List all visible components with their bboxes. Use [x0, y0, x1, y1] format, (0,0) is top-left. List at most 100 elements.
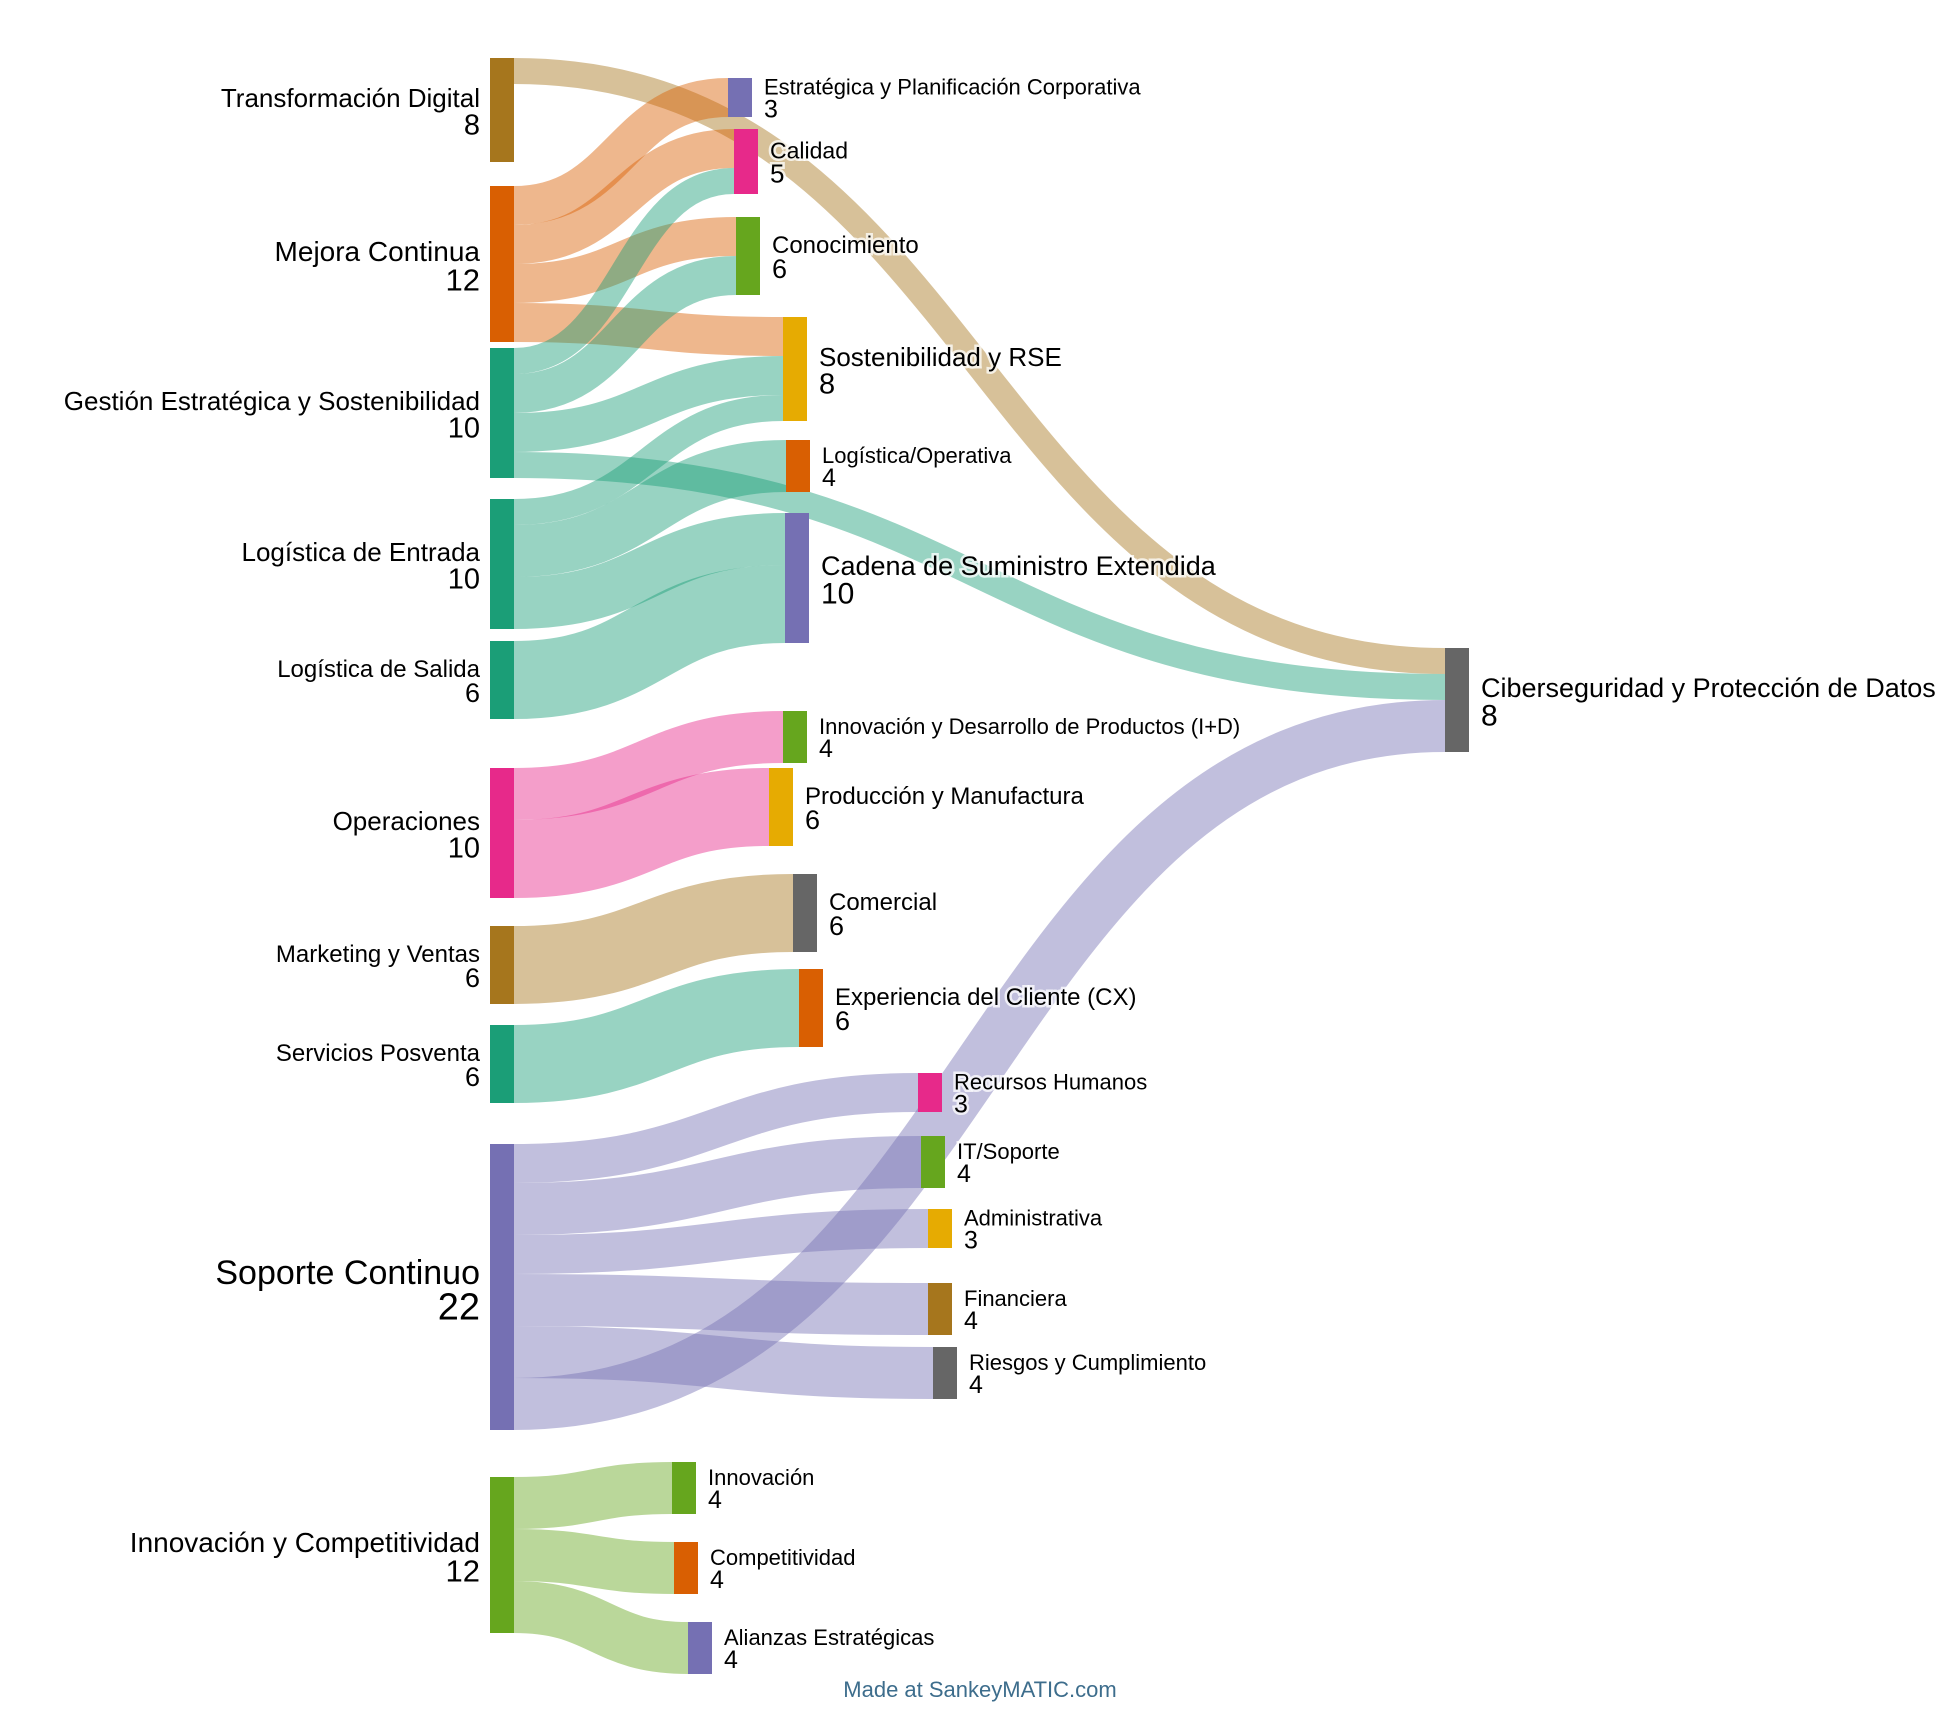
node-label-td: Transformación Digital: [221, 83, 480, 113]
node-epc[interactable]: [728, 78, 752, 117]
node-value-ls: 6: [465, 678, 480, 708]
node-value-pm: 6: [805, 805, 820, 835]
node-its[interactable]: [921, 1136, 945, 1188]
node-ic[interactable]: [490, 1477, 514, 1633]
node-value-sc: 22: [438, 1287, 480, 1329]
node-value-td: 8: [464, 109, 480, 141]
flow-sc-fin[interactable]: [513, 1274, 929, 1335]
node-value-le: 10: [448, 563, 480, 595]
flow-sc-ryc[interactable]: [513, 1326, 934, 1399]
flow-td-cib[interactable]: [513, 58, 1446, 674]
node-value-ic: 12: [446, 1553, 480, 1588]
node-value-its: 4: [957, 1160, 971, 1188]
node-rh[interactable]: [918, 1073, 942, 1112]
node-value-ae: 4: [724, 1646, 738, 1674]
node-com[interactable]: [793, 874, 817, 952]
node-inn[interactable]: [672, 1462, 696, 1514]
node-label-comp: Competitividad: [710, 1545, 856, 1570]
flow-ic-ae[interactable]: [513, 1581, 689, 1674]
nodes-layer: [490, 58, 1469, 1674]
flow-sc-rh[interactable]: [513, 1073, 919, 1183]
node-value-ges: 10: [448, 412, 480, 444]
node-label-idp: Innovación y Desarrollo de Productos (I+…: [819, 714, 1240, 739]
flow-op-pm[interactable]: [513, 768, 770, 898]
flow-le-cse[interactable]: [513, 513, 786, 629]
node-label-lop: Logística/Operativa: [822, 443, 1012, 468]
node-cse[interactable]: [785, 513, 809, 643]
node-mc[interactable]: [490, 186, 514, 342]
node-ges[interactable]: [490, 348, 514, 478]
node-label-cal: Calidad: [770, 138, 848, 164]
node-cal[interactable]: [734, 129, 758, 194]
flow-ges-cal[interactable]: [513, 168, 735, 374]
node-label-cse: Cadena de Suministro Extendida: [821, 551, 1217, 581]
node-label-con: Conocimiento: [772, 232, 919, 259]
node-label-adm: Administrativa: [964, 1206, 1103, 1231]
flows-layer: [513, 58, 1446, 1674]
node-value-srse: 8: [819, 368, 835, 400]
node-value-cal: 5: [770, 159, 784, 189]
node-value-com: 6: [829, 911, 844, 941]
node-pm[interactable]: [769, 768, 793, 846]
node-value-adm: 3: [964, 1227, 978, 1255]
node-label-inn: Innovación: [708, 1465, 814, 1490]
flow-sc-adm[interactable]: [513, 1209, 929, 1274]
node-label-epc: Estratégica y Planificación Corporativa: [764, 75, 1141, 100]
flow-sc-its[interactable]: [513, 1136, 922, 1235]
node-cx[interactable]: [799, 969, 823, 1047]
node-sc[interactable]: [490, 1144, 514, 1430]
node-value-cx: 6: [835, 1006, 850, 1036]
credit-text[interactable]: Made at SankeyMATIC.com: [843, 1677, 1116, 1702]
node-comp[interactable]: [674, 1542, 698, 1594]
node-label-ic: Innovación y Competitividad: [130, 1527, 480, 1558]
node-ae[interactable]: [688, 1622, 712, 1674]
flow-ic-inn[interactable]: [513, 1462, 673, 1529]
flow-ges-con[interactable]: [513, 256, 737, 413]
node-value-con: 6: [772, 254, 787, 284]
node-fin[interactable]: [928, 1283, 952, 1335]
flow-le-lop[interactable]: [513, 440, 787, 577]
flow-ic-comp[interactable]: [513, 1529, 675, 1594]
node-lop[interactable]: [786, 440, 810, 492]
flow-op-idp[interactable]: [513, 711, 784, 820]
node-td[interactable]: [490, 58, 514, 162]
node-label-cx: Experiencia del Cliente (CX): [835, 984, 1136, 1011]
node-ryc[interactable]: [933, 1347, 957, 1399]
node-idp[interactable]: [783, 711, 807, 763]
flow-le-srse[interactable]: [513, 395, 784, 525]
flow-mc-epc[interactable]: [513, 78, 729, 225]
node-label-com: Comercial: [829, 889, 937, 916]
node-le[interactable]: [490, 499, 514, 629]
node-label-srse: Sostenibilidad y RSE: [819, 342, 1062, 372]
node-adm[interactable]: [928, 1209, 952, 1248]
flow-sc-cib[interactable]: [513, 700, 1446, 1430]
node-op[interactable]: [490, 768, 514, 898]
node-sp[interactable]: [490, 1025, 514, 1103]
flow-ls-cse[interactable]: [513, 565, 786, 719]
flow-mc-srse[interactable]: [513, 303, 784, 356]
node-srse[interactable]: [783, 317, 807, 421]
node-cib[interactable]: [1445, 648, 1469, 752]
node-mv[interactable]: [490, 926, 514, 1004]
node-label-ls: Logística de Salida: [277, 656, 480, 683]
flow-mc-con[interactable]: [513, 217, 737, 303]
node-value-idp: 4: [819, 735, 833, 763]
node-value-ryc: 4: [969, 1371, 983, 1399]
node-value-mv: 6: [465, 963, 480, 993]
node-value-comp: 4: [710, 1566, 724, 1594]
flow-ges-srse[interactable]: [513, 356, 784, 452]
flow-sp-cx[interactable]: [513, 969, 800, 1103]
node-label-mc: Mejora Continua: [275, 236, 481, 267]
node-ls[interactable]: [490, 641, 514, 719]
node-label-cib: Ciberseguridad y Protección de Datos: [1481, 673, 1936, 703]
node-label-ges: Gestión Estratégica y Sostenibilidad: [64, 386, 480, 416]
flow-mc-cal[interactable]: [513, 129, 735, 264]
flow-ges-cib[interactable]: [513, 452, 1446, 700]
flow-mv-com[interactable]: [513, 874, 794, 1004]
node-label-ryc: Riesgos y Cumplimiento: [969, 1350, 1206, 1375]
node-con[interactable]: [736, 217, 760, 295]
node-value-epc: 3: [764, 96, 778, 124]
node-value-mc: 12: [446, 262, 480, 297]
